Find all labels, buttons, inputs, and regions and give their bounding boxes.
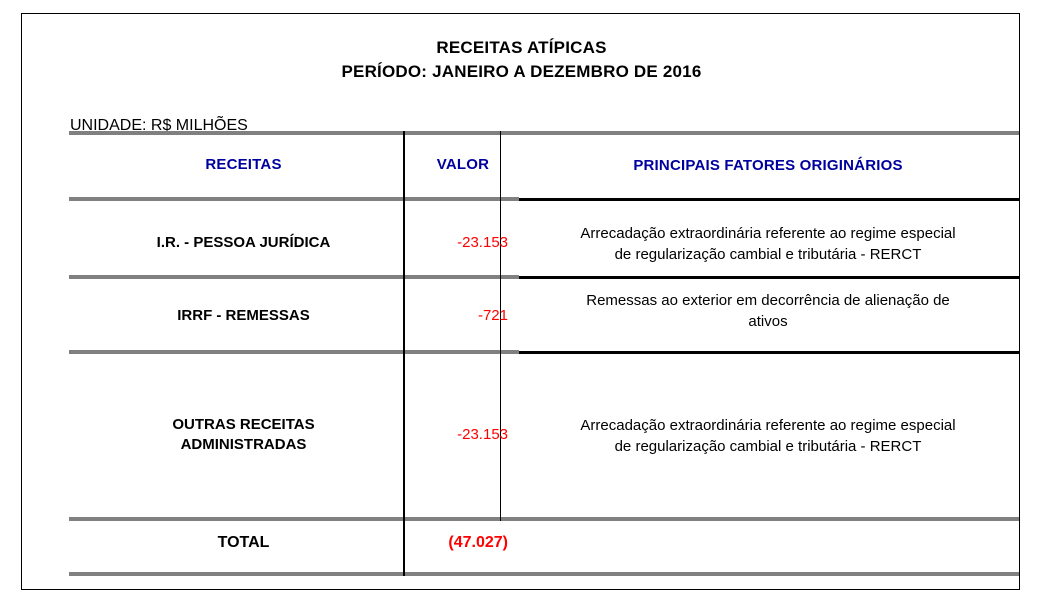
- column-header-receitas: RECEITAS: [205, 156, 282, 173]
- document-title-block: RECEITAS ATÍPICAS PERÍODO: JANEIRO A DEZ…: [22, 36, 1021, 84]
- document-frame: RECEITAS ATÍPICAS PERÍODO: JANEIRO A DEZ…: [21, 13, 1020, 590]
- rule-total-top: [69, 517, 1019, 521]
- row-3-fatores-line-2: de regularização cambial e tributária - …: [614, 438, 922, 455]
- rule-header-bottom: [69, 197, 519, 201]
- page-title-line-2: PERÍODO: JANEIRO A DEZEMBRO DE 2016: [341, 62, 702, 81]
- row-2-fatores: Remessas ao exterior em decorrência de a…: [519, 290, 1017, 332]
- vline-receitas-valor: [403, 131, 405, 576]
- rule-header-bottom-col3: [519, 198, 1019, 201]
- vline-valor-fatores: [500, 131, 501, 521]
- rule-row-2-bottom-col3: [519, 351, 1019, 354]
- row-1-fatores: Arrecadação extraordinária referente ao …: [519, 223, 1017, 265]
- column-header-valor: VALOR: [436, 156, 490, 173]
- row-1-fatores-line-2: de regularização cambial e tributária - …: [614, 246, 922, 263]
- unit-label: UNIDADE: R$ MILHÕES: [70, 117, 248, 134]
- row-3-fatores: Arrecadação extraordinária referente ao …: [519, 415, 1017, 457]
- column-header-fatores: PRINCIPAIS FATORES ORIGINÁRIOS: [633, 157, 903, 174]
- row-2-fatores-line-2: ativos: [748, 313, 788, 330]
- page-title-line-1: RECEITAS ATÍPICAS: [436, 38, 607, 57]
- row-2-fatores-line-1: Remessas ao exterior em decorrência de a…: [586, 292, 950, 309]
- row-1-fatores-line-1: Arrecadação extraordinária referente ao …: [580, 225, 956, 242]
- row-1-valor: -23.153: [457, 234, 508, 251]
- row-3-receita-label: OUTRAS RECEITAS ADMINISTRADAS: [69, 415, 418, 455]
- total-value: (47.027): [448, 534, 508, 551]
- row-3-fatores-line-1: Arrecadação extraordinária referente ao …: [580, 417, 956, 434]
- total-label: TOTAL: [217, 534, 270, 551]
- row-1-receita-label: I.R. - PESSOA JURÍDICA: [156, 234, 331, 251]
- rule-row-2-bottom: [69, 350, 519, 354]
- rule-row-1-bottom: [69, 275, 519, 279]
- rule-row-1-bottom-col3: [519, 276, 1019, 279]
- rule-total-bottom: [69, 572, 1019, 576]
- row-3-receita-line-2: ADMINISTRADAS: [180, 436, 307, 453]
- row-3-valor: -23.153: [457, 426, 508, 443]
- row-2-receita-label: IRRF - REMESSAS: [177, 307, 310, 324]
- row-2-valor: -721: [477, 307, 508, 324]
- rule-header-top: [69, 131, 1019, 135]
- row-3-receita-line-1: OUTRAS RECEITAS: [172, 416, 315, 433]
